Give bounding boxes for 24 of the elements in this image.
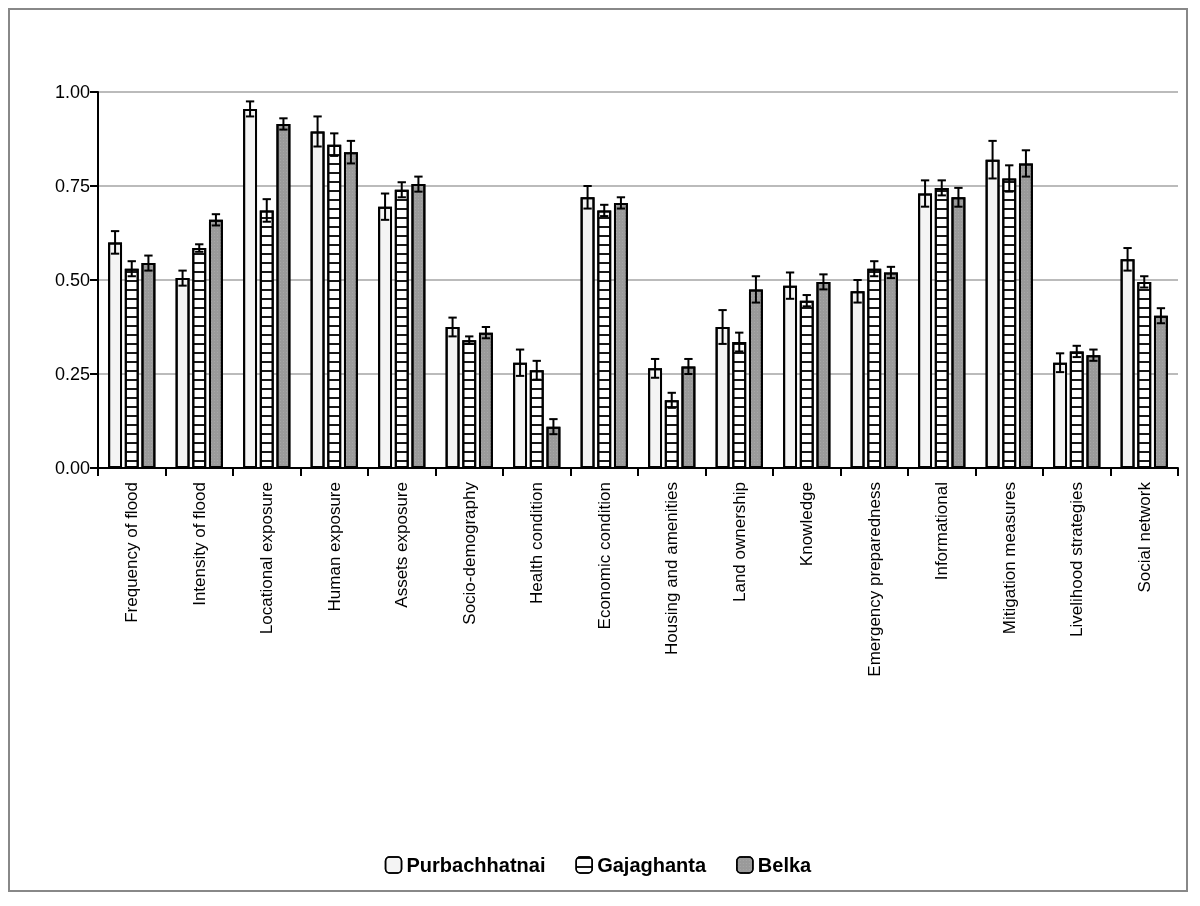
x-tick-label: Social network: [1134, 481, 1154, 593]
x-tick-label: Health condition: [527, 482, 547, 604]
legend-label: Purbachhatnai: [406, 854, 546, 876]
x-tick-label: Human exposure: [324, 482, 344, 612]
y-tick-label: 0.00: [54, 458, 90, 478]
legend-label: Gajaghanta: [597, 854, 707, 876]
legend-label: Belka: [757, 854, 813, 876]
x-tick-label: Informational: [932, 482, 952, 581]
x-tick-label: Locational exposure: [257, 482, 277, 635]
y-tick-label: 1.00: [54, 82, 90, 102]
x-tick-label: Mitigation measures: [999, 482, 1019, 635]
x-tick-label: Housing and amenities: [662, 482, 682, 655]
x-tick-label: Socio-demography: [459, 481, 479, 625]
y-tick-label: 0.75: [54, 176, 90, 196]
y-tick-label: 0.50: [54, 270, 90, 290]
x-tick-label: Frequency of flood: [122, 482, 142, 623]
x-tick-label: Economic condition: [594, 482, 614, 630]
x-tick-label: Intensity of flood: [189, 482, 209, 606]
x-tick-label: Livelihood strategies: [1067, 482, 1087, 637]
y-tick-label: 0.25: [54, 364, 90, 384]
x-tick-label: Land ownership: [729, 482, 749, 603]
x-tick-label: Knowledge: [797, 482, 817, 567]
x-tick-label: Assets exposure: [392, 482, 412, 608]
x-tick-label: Emergency preparedness: [864, 482, 884, 677]
